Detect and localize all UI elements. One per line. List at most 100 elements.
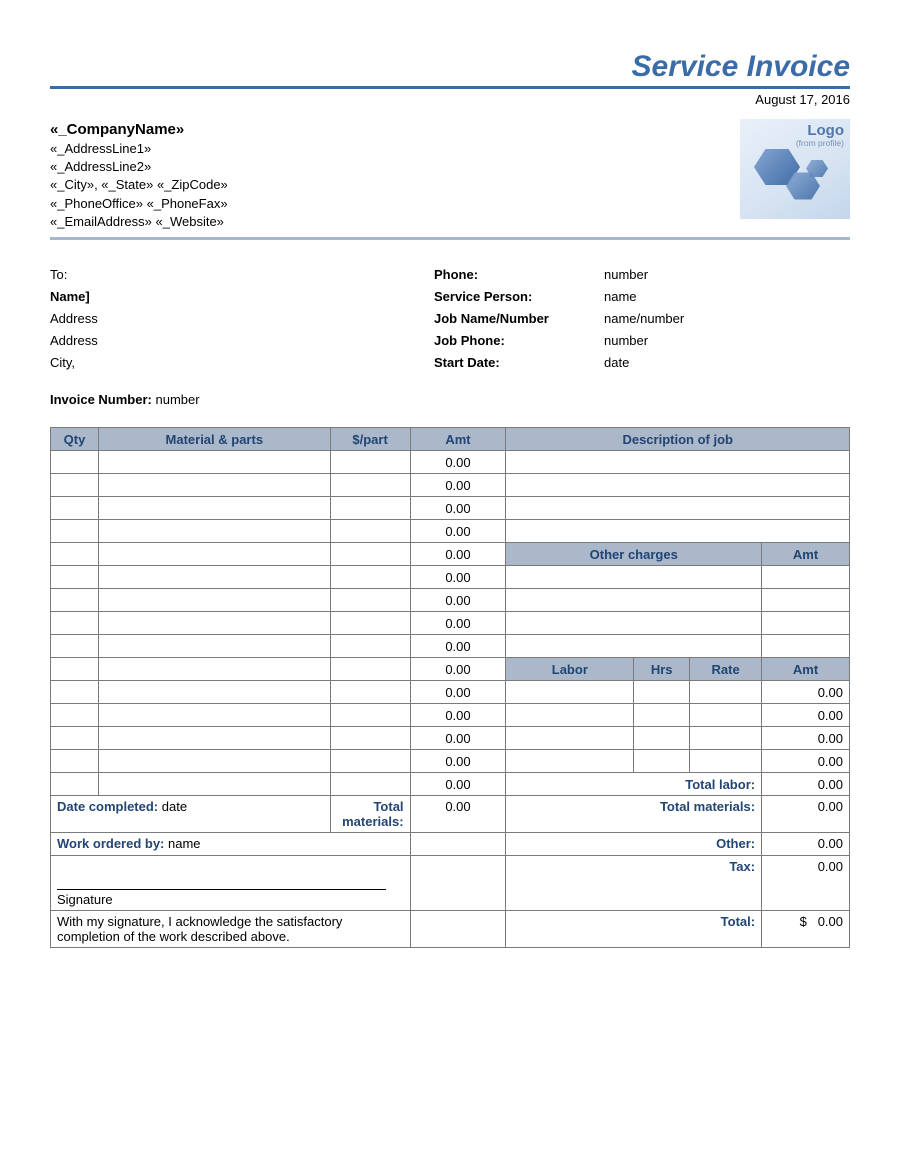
company-city-line: «_City», «_State» «_ZipCode»: [50, 176, 228, 194]
jobphone-value: number: [604, 330, 850, 352]
signature-line: [57, 889, 386, 890]
col-hrs: Hrs: [634, 658, 690, 681]
table-row: Work ordered by: name Other: 0.00: [51, 833, 850, 856]
table-row: 0.00: [51, 474, 850, 497]
phone-label: Phone:: [434, 264, 604, 286]
bill-to: To: Name] Address Address City,: [50, 264, 434, 374]
amt-cell: 0.00: [410, 658, 506, 681]
table-row: 0.00: [51, 497, 850, 520]
logo-placeholder: Logo (from profile): [740, 119, 850, 219]
table-row: 0.00 0.00: [51, 681, 850, 704]
jobnum-value: name/number: [604, 308, 850, 330]
amt-cell: 0.00: [410, 474, 506, 497]
company-addr2: «_AddressLine2»: [50, 158, 228, 176]
to-addr1: Address: [50, 308, 434, 330]
labor-amt-cell: 0.00: [762, 704, 850, 727]
table-row: 0.00 0.00: [51, 750, 850, 773]
table-row: 0.00 0.00: [51, 727, 850, 750]
table-row: 0.00: [51, 635, 850, 658]
company-block: «_CompanyName» «_AddressLine1» «_Address…: [50, 119, 228, 231]
invoice-table: Qty Material & parts $/part Amt Descript…: [50, 427, 850, 948]
amt-cell: 0.00: [410, 704, 506, 727]
phone-value: number: [604, 264, 850, 286]
amt-cell: 0.00: [410, 451, 506, 474]
amt-cell: 0.00: [410, 681, 506, 704]
to-city: City,: [50, 352, 434, 374]
col-description: Description of job: [506, 428, 850, 451]
invoice-number-value: number: [155, 392, 199, 407]
work-ordered-value: name: [168, 836, 201, 851]
total-label: Total:: [721, 914, 755, 929]
other-label: Other:: [716, 836, 755, 851]
page-title: Service Invoice: [50, 50, 850, 89]
amt-cell: 0.00: [410, 543, 506, 566]
table-row: With my signature, I acknowledge the sat…: [51, 911, 850, 948]
col-amt: Amt: [410, 428, 506, 451]
amt-cell: 0.00: [410, 635, 506, 658]
col-labor-amt: Amt: [762, 658, 850, 681]
to-label: To:: [50, 264, 434, 286]
invoice-number-label: Invoice Number:: [50, 392, 152, 407]
total-materials-right-label: Total materials:: [660, 799, 755, 814]
signature-label: Signature: [57, 892, 113, 907]
amt-cell: 0.00: [410, 773, 506, 796]
startdate-label: Start Date:: [434, 352, 604, 374]
table-row: 0.00: [51, 520, 850, 543]
labor-amt-cell: 0.00: [762, 750, 850, 773]
total-labor-label: Total labor:: [685, 777, 755, 792]
jobphone-label: Job Phone:: [434, 330, 604, 352]
col-labor: Labor: [506, 658, 634, 681]
labor-amt-cell: 0.00: [762, 681, 850, 704]
logo-sub: (from profile): [746, 138, 844, 148]
amt-cell: 0.00: [410, 497, 506, 520]
table-row: 0.00 0.00: [51, 704, 850, 727]
invoice-date: August 17, 2016: [50, 92, 850, 107]
amt-cell: 0.00: [410, 589, 506, 612]
date-completed-label: Date completed:: [57, 799, 158, 814]
labor-amt-cell: 0.00: [762, 727, 850, 750]
total-materials-left-label: Total materials:: [342, 799, 403, 829]
table-row: 0.00 Total labor: 0.00: [51, 773, 850, 796]
amt-cell: 0.00: [410, 566, 506, 589]
col-other-amt: Amt: [762, 543, 850, 566]
to-name: Name]: [50, 286, 434, 308]
info-area: To: Name] Address Address City, Phone: n…: [50, 264, 850, 374]
logo-word: Logo: [746, 123, 844, 138]
total-materials-right-value: 0.00: [762, 796, 850, 833]
amt-cell: 0.00: [410, 727, 506, 750]
total-labor-value: 0.00: [762, 773, 850, 796]
amt-cell: 0.00: [410, 612, 506, 635]
date-completed-cell: Date completed: date: [51, 796, 331, 833]
header-block: «_CompanyName» «_AddressLine1» «_Address…: [50, 119, 850, 240]
company-phones: «_PhoneOffice» «_PhoneFax»: [50, 195, 228, 213]
col-qty: Qty: [51, 428, 99, 451]
col-other-charges: Other charges: [506, 543, 762, 566]
other-value: 0.00: [762, 833, 850, 856]
company-email-web: «_EmailAddress» «_Website»: [50, 213, 228, 231]
tax-label: Tax:: [729, 859, 755, 874]
person-value: name: [604, 286, 850, 308]
tax-value: 0.00: [762, 856, 850, 911]
col-material: Material & parts: [98, 428, 330, 451]
person-label: Service Person:: [434, 286, 604, 308]
table-row: Date completed: date Total materials: 0.…: [51, 796, 850, 833]
company-name: «_CompanyName»: [50, 119, 228, 140]
date-completed-value: date: [162, 799, 187, 814]
startdate-value: date: [604, 352, 850, 374]
col-rate: Rate: [690, 658, 762, 681]
table-row: 0.00 Labor Hrs Rate Amt: [51, 658, 850, 681]
col-per-part: $/part: [330, 428, 410, 451]
amt-cell: 0.00: [410, 750, 506, 773]
table-row: 0.00: [51, 612, 850, 635]
invoice-number: Invoice Number: number: [50, 392, 850, 407]
table-row: 0.00 Other charges Amt: [51, 543, 850, 566]
total-materials-left-value: 0.00: [410, 796, 506, 833]
work-ordered-label: Work ordered by:: [57, 836, 164, 851]
jobnum-label: Job Name/Number: [434, 308, 604, 330]
table-row: 0.00: [51, 566, 850, 589]
amt-cell: 0.00: [410, 520, 506, 543]
signature-cell: Signature: [51, 856, 411, 911]
work-ordered-cell: Work ordered by: name: [51, 833, 411, 856]
table-row: Signature Tax: 0.00: [51, 856, 850, 911]
table-header-row: Qty Material & parts $/part Amt Descript…: [51, 428, 850, 451]
